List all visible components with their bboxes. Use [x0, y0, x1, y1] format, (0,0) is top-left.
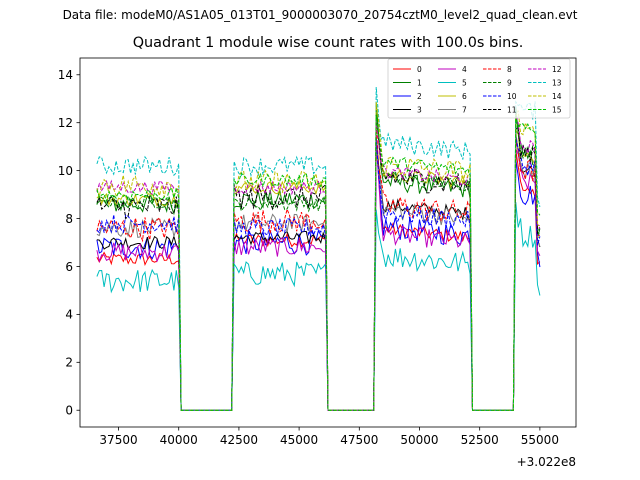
legend-label-5: 5 [462, 79, 467, 88]
series-line-10 [96, 137, 541, 411]
legend-label-4: 4 [462, 65, 467, 74]
legend-label-3: 3 [417, 106, 422, 115]
x-tick-label: 52500 [461, 433, 499, 447]
series-line-11 [96, 114, 541, 411]
x-tick-label: 45000 [280, 433, 318, 447]
series-line-5 [96, 202, 541, 411]
legend-label-13: 13 [552, 79, 562, 88]
series-line-1 [96, 102, 541, 411]
series-line-6 [96, 111, 541, 411]
series-line-13 [96, 86, 541, 411]
y-tick-label: 12 [58, 116, 73, 130]
y-tick-label: 6 [65, 260, 73, 274]
axes: 37500 40000 42500 45000 47500 50000 52500 55000… [58, 57, 577, 469]
legend-label-10: 10 [507, 92, 517, 101]
x-offset-label: +3.022e8 [517, 455, 576, 469]
y-tick-label: 2 [65, 356, 73, 370]
legend-label-6: 6 [462, 92, 467, 101]
series-line-12 [96, 114, 541, 411]
legend-label-2: 2 [417, 92, 422, 101]
x-tick-label: 42500 [220, 433, 258, 447]
y-tick-label: 14 [58, 68, 73, 82]
series-line-15 [96, 114, 541, 411]
legend-label-8: 8 [507, 65, 512, 74]
legend-box [387, 58, 571, 119]
series-line-9 [96, 111, 541, 411]
y-tick-label: 10 [58, 164, 73, 178]
y-tick-label: 4 [65, 308, 73, 322]
y-tick-label: 8 [65, 212, 73, 226]
series-line-7 [96, 133, 541, 411]
series-line-8 [96, 121, 540, 411]
axes-frame [79, 57, 577, 428]
x-tick-label: 50000 [400, 433, 438, 447]
legend-label-15: 15 [552, 106, 562, 115]
series-line-14 [96, 102, 540, 411]
chart-title: Quadrant 1 module wise count rates with … [132, 35, 524, 51]
figure-suptitle: Data file: modeM0/AS1A05_013T01_90000030… [62, 8, 578, 22]
legend-label-9: 9 [507, 79, 512, 88]
series-line-4 [96, 138, 541, 411]
x-tick-label: 55000 [521, 433, 559, 447]
series-line-2 [96, 138, 541, 411]
y-tick-label: 0 [65, 404, 73, 418]
x-tick-label: 37500 [99, 433, 137, 447]
legend-label-12: 12 [552, 65, 562, 74]
x-tick-label: 40000 [160, 433, 198, 447]
legend-label-7: 7 [462, 106, 467, 115]
series-lines [96, 86, 541, 411]
plot-area [96, 86, 541, 411]
legend-label-1: 1 [417, 79, 422, 88]
legend-label-0: 0 [417, 65, 422, 74]
series-line-3 [96, 135, 541, 411]
legend-label-11: 11 [507, 106, 517, 115]
x-tick-label: 47500 [340, 433, 378, 447]
legend-label-14: 14 [552, 92, 562, 101]
